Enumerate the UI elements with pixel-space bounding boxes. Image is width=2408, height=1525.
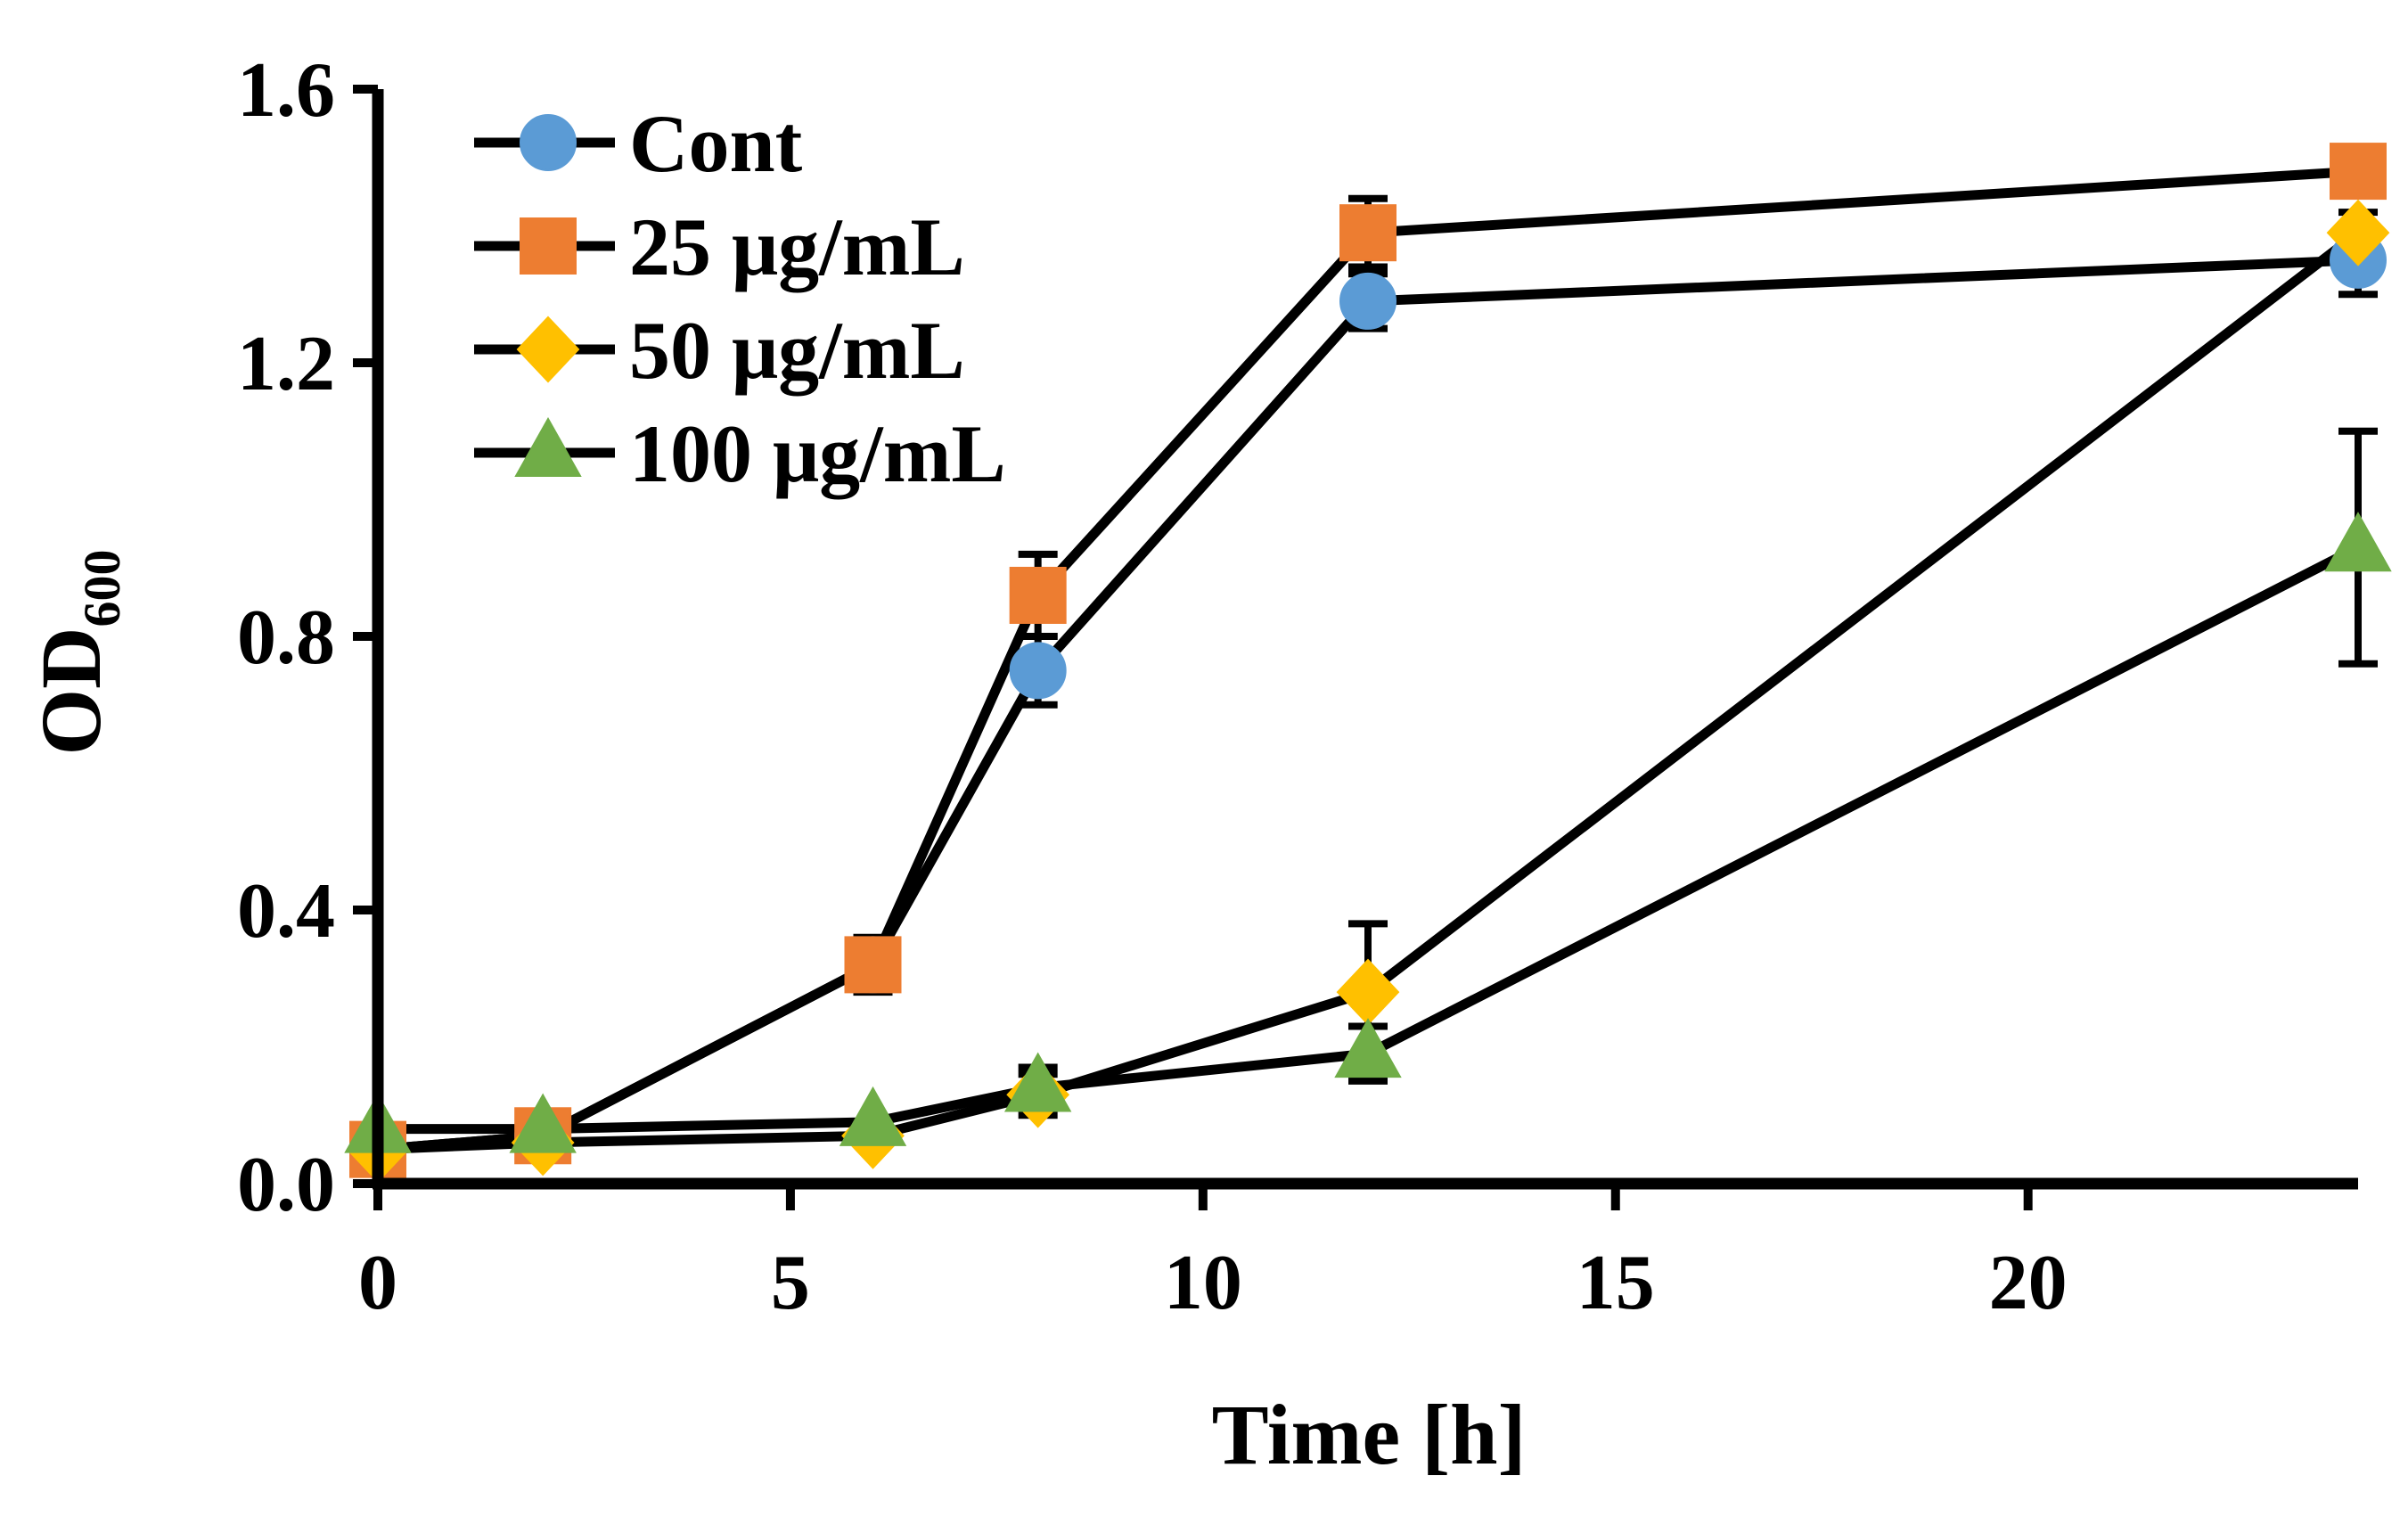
x-tick-label: 5: [771, 1240, 810, 1326]
data-point-diamond: [2326, 199, 2390, 266]
data-point-square: [1009, 566, 1067, 624]
y-tick-label: 0.4: [237, 868, 335, 955]
data-point-circle: [1339, 272, 1396, 330]
axis-titles: Time [h] OD600: [23, 550, 1526, 1483]
legend-marker-diamond: [516, 316, 580, 383]
tick-labels-layer: 0.0 0.4 0.8 1.2 1.6 0 5 10 15 20: [237, 47, 2068, 1326]
y-tick-label: 1.6: [237, 47, 335, 134]
legend-marker-circle: [520, 114, 577, 171]
legend-marker-triangle: [514, 416, 582, 477]
data-point-triangle: [839, 1086, 907, 1146]
data-point-square: [1339, 204, 1396, 262]
legend-label-triangle: 100 μg/mL: [629, 408, 1006, 499]
y-tick-label: 0.8: [237, 594, 335, 681]
x-axis-title: Time [h]: [1212, 1387, 1527, 1482]
y-axis-title-main: OD: [23, 627, 119, 756]
data-point-diamond: [1336, 958, 1400, 1026]
y-tick-label: 0.0: [237, 1142, 335, 1228]
legend-label-diamond: 50 μg/mL: [629, 305, 965, 396]
legend-label-circle: Cont: [629, 98, 803, 189]
data-point-triangle: [2324, 512, 2392, 572]
markers-layer: [344, 143, 2392, 1184]
y-tick-label: 1.2: [237, 321, 335, 407]
legend-marker-square: [520, 217, 577, 275]
x-tick-label: 15: [1577, 1240, 1655, 1326]
data-point-square: [2330, 143, 2387, 201]
x-tick-label: 20: [1989, 1240, 2068, 1326]
legend: Cont 25 μg/mL 50 μg/mL 100 μg/mL: [474, 98, 1006, 499]
y-axis-title: OD600: [23, 550, 131, 756]
data-point-triangle: [509, 1093, 577, 1153]
legend-label-square: 25 μg/mL: [629, 201, 965, 292]
data-point-circle: [1009, 642, 1067, 700]
x-tick-label: 10: [1164, 1240, 1242, 1326]
y-axis-title-subscript: 600: [73, 550, 131, 627]
error-bars-layer: [853, 153, 2378, 1119]
x-tick-label: 0: [358, 1240, 397, 1326]
data-point-square: [844, 936, 902, 994]
data-point-triangle: [1003, 1052, 1072, 1112]
data-point-triangle: [1334, 1018, 1402, 1078]
axes-layer: [353, 85, 2358, 1210]
